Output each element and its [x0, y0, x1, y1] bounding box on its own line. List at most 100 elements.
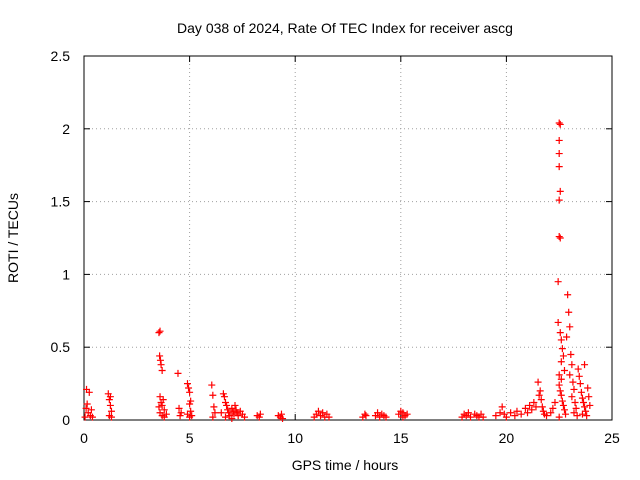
data-point — [188, 412, 196, 420]
data-point — [565, 308, 573, 316]
data-point — [186, 388, 194, 396]
data-point — [158, 401, 166, 409]
data-point — [555, 371, 563, 379]
y-tick-label: 0.5 — [51, 339, 71, 355]
data-point — [555, 196, 563, 204]
data-point — [210, 403, 218, 411]
data-point — [234, 412, 242, 420]
data-point — [555, 150, 563, 158]
data-points — [81, 119, 594, 423]
data-point — [160, 406, 168, 414]
y-axis-label: ROTI / TECUs — [5, 193, 21, 283]
data-point — [577, 388, 585, 396]
data-point — [559, 352, 567, 360]
data-point — [156, 327, 164, 335]
data-point — [156, 356, 164, 364]
data-point — [175, 404, 183, 412]
data-point — [576, 380, 584, 388]
data-point — [256, 410, 264, 418]
grid-lines — [84, 56, 612, 420]
data-point — [81, 413, 89, 421]
data-point — [209, 391, 217, 399]
data-point — [382, 413, 390, 421]
data-point — [513, 407, 521, 415]
x-axis-label: GPS time / hours — [292, 457, 399, 473]
data-point — [502, 413, 510, 421]
data-point — [361, 410, 369, 418]
data-point — [586, 401, 594, 409]
data-point — [106, 393, 114, 401]
data-point — [87, 406, 95, 414]
x-tick-labels: 0 5 10 15 20 25 — [80, 430, 620, 446]
data-point — [107, 413, 115, 421]
data-point — [222, 413, 230, 421]
data-point — [566, 371, 574, 379]
data-point — [534, 378, 542, 386]
data-point — [578, 410, 586, 418]
data-point — [547, 409, 555, 417]
data-point — [208, 381, 216, 389]
data-point — [530, 399, 538, 407]
chart-title: Day 038 of 2024, Rate Of TEC Index for r… — [177, 20, 513, 36]
data-point — [528, 406, 536, 414]
data-point — [585, 393, 593, 401]
data-point — [223, 401, 231, 409]
y-tick-label: 1 — [62, 266, 70, 282]
data-point — [185, 384, 193, 392]
y-tick-label: 2 — [62, 121, 70, 137]
data-point — [556, 329, 564, 337]
data-point — [466, 413, 474, 421]
data-point — [578, 394, 586, 402]
data-point — [555, 119, 563, 127]
x-tick-label: 20 — [499, 430, 515, 446]
data-point — [156, 352, 164, 360]
data-point — [325, 413, 333, 421]
y-tick-label: 1.5 — [51, 194, 71, 210]
data-point — [374, 409, 382, 417]
data-point — [241, 413, 249, 421]
data-point — [399, 413, 407, 421]
data-point — [567, 350, 575, 358]
data-point — [231, 401, 239, 409]
data-point — [551, 399, 559, 407]
data-point — [558, 345, 566, 353]
data-point — [464, 409, 472, 417]
data-point — [571, 399, 579, 407]
data-point — [543, 412, 551, 420]
data-point — [524, 409, 532, 417]
data-point — [581, 361, 589, 369]
data-point — [187, 407, 195, 415]
data-point — [566, 323, 574, 331]
data-point — [532, 403, 540, 411]
data-point — [549, 404, 557, 412]
data-point — [557, 358, 565, 366]
data-point — [560, 406, 568, 414]
data-point — [521, 404, 529, 412]
data-point — [570, 385, 578, 393]
data-point — [579, 399, 587, 407]
data-point — [572, 404, 580, 412]
data-point — [555, 233, 563, 241]
x-tick-label: 10 — [287, 430, 303, 446]
data-point — [155, 403, 163, 411]
data-point — [562, 410, 570, 418]
data-point — [538, 403, 546, 411]
data-point — [554, 278, 562, 286]
data-point — [217, 409, 225, 417]
data-point — [162, 410, 170, 418]
data-point — [88, 413, 96, 421]
data-point — [277, 410, 285, 418]
data-point — [568, 361, 576, 369]
data-point — [403, 410, 411, 418]
data-point — [492, 412, 500, 420]
data-point — [556, 387, 564, 395]
data-point — [507, 409, 515, 417]
data-point — [279, 415, 287, 423]
x-tick-label: 5 — [186, 430, 194, 446]
data-point — [220, 393, 228, 401]
data-point — [362, 412, 370, 420]
data-point — [556, 234, 564, 242]
data-point — [82, 404, 90, 412]
data-point — [574, 365, 582, 373]
data-point — [511, 412, 519, 420]
